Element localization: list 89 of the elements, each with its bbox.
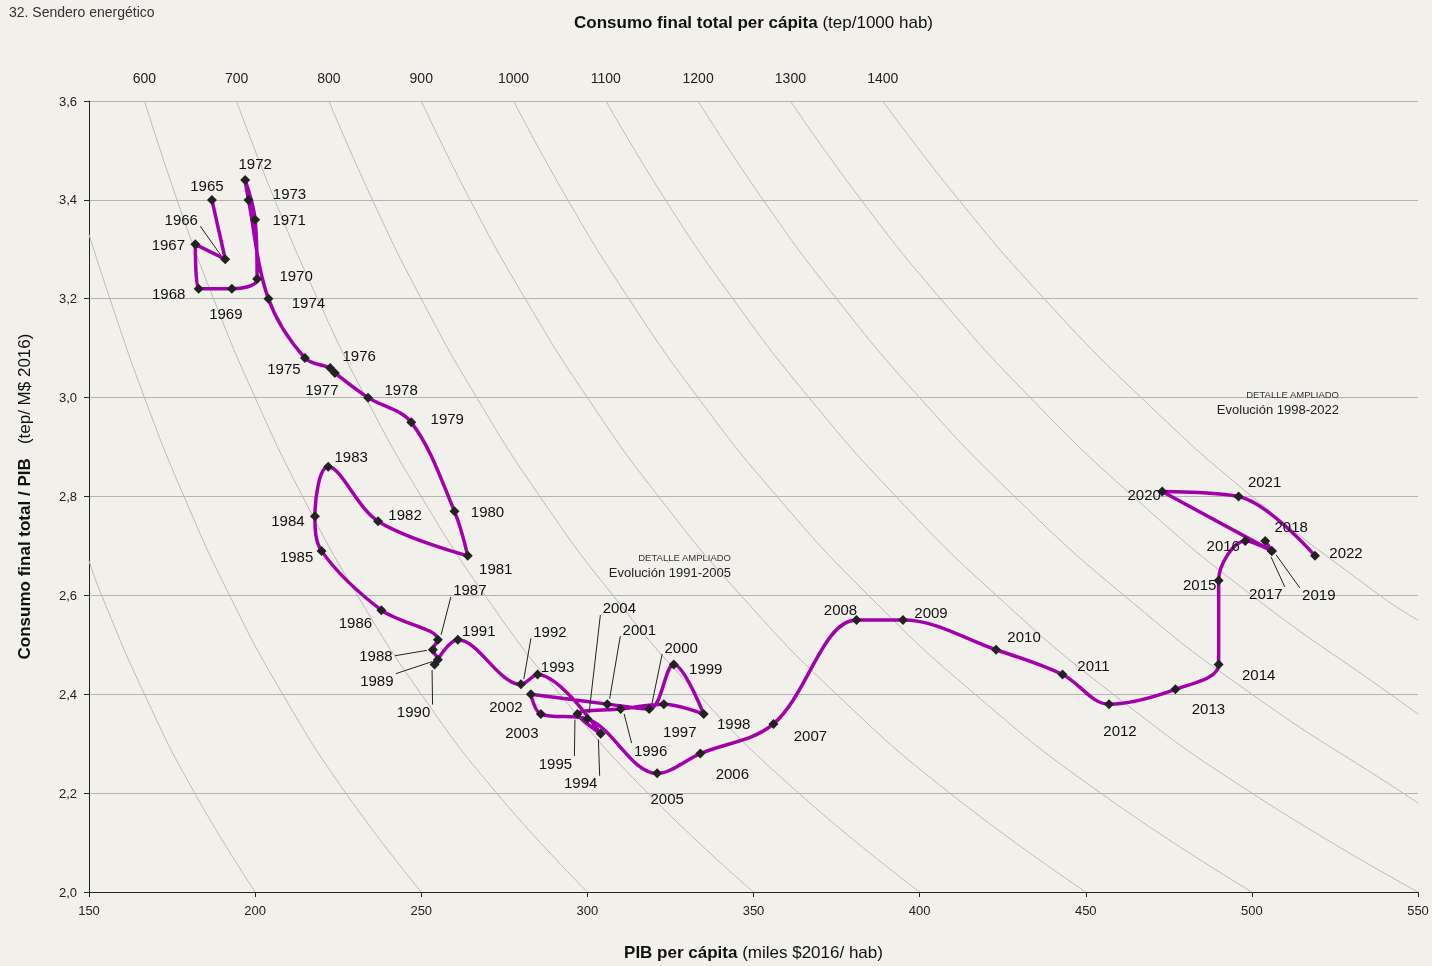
x2-tick-label: 1200 bbox=[682, 70, 714, 86]
annotation: 1980 bbox=[470, 502, 505, 520]
annotation: 1988 bbox=[359, 647, 393, 665]
x2-tick-label: 800 bbox=[317, 70, 341, 86]
y-axis-title: Consumo final total / PIB (tep/ M$ 2016) bbox=[15, 333, 34, 660]
annotation: 2006 bbox=[715, 765, 750, 783]
annotation: 1972 bbox=[238, 154, 272, 172]
annotation: 2005 bbox=[650, 789, 684, 807]
x2-tick-label: 1000 bbox=[497, 70, 530, 86]
x-tick-label: 450 bbox=[1074, 903, 1097, 918]
annotation: 1993 bbox=[540, 657, 575, 675]
y-tick-label: 3,4 bbox=[58, 192, 77, 208]
annotation: 2020 bbox=[1127, 486, 1161, 504]
y-tick-label: 2,0 bbox=[58, 884, 77, 900]
annotation: 2017 bbox=[1249, 585, 1283, 603]
y-tick-label: 3,6 bbox=[58, 93, 77, 109]
annotation: 1974 bbox=[291, 294, 326, 312]
annotation: 1986 bbox=[338, 613, 373, 631]
annotation: 2003 bbox=[505, 723, 539, 741]
annotation: 2013 bbox=[1191, 699, 1226, 717]
annotation: 1968 bbox=[151, 285, 186, 303]
annotation: 1978 bbox=[384, 381, 418, 399]
annotation: 1984 bbox=[271, 511, 305, 529]
y-tick-label: 2,6 bbox=[58, 587, 77, 603]
annotation: 2011 bbox=[1077, 656, 1110, 674]
annotation: 2012 bbox=[1103, 721, 1137, 739]
x-tick-label: 500 bbox=[1241, 903, 1263, 918]
annotation: 2009 bbox=[914, 603, 948, 621]
annotation: 2001 bbox=[622, 620, 656, 638]
annotation: 1995 bbox=[538, 754, 573, 772]
x2-tick-label: 1100 bbox=[590, 70, 622, 86]
annotation: 1973 bbox=[272, 185, 307, 203]
annotation: 2014 bbox=[1241, 666, 1276, 684]
annotation: 1971 bbox=[272, 211, 306, 229]
annotation: DETALLE AMPLIADO Evolución 1998-2022 bbox=[1216, 388, 1339, 417]
x-tick-label: 250 bbox=[410, 903, 433, 918]
chart-title: 32. Sendero energético bbox=[9, 4, 155, 20]
annotation: 1990 bbox=[396, 703, 431, 721]
annotation: 2008 bbox=[823, 600, 858, 618]
x-tick-label: 150 bbox=[78, 903, 100, 918]
annotation: 1965 bbox=[190, 177, 224, 195]
annotation: 2015 bbox=[1182, 576, 1217, 594]
x-tick-label: 300 bbox=[576, 903, 599, 918]
x-tick-label: 350 bbox=[742, 903, 765, 918]
annotation: 2022 bbox=[1329, 544, 1363, 562]
x-axis-title: PIB per cápita (miles $2016/ hab) bbox=[624, 943, 883, 962]
y-tick-label: 2,2 bbox=[58, 785, 77, 801]
x2-tick-label: 1300 bbox=[774, 70, 807, 86]
annotation: 1976 bbox=[342, 347, 376, 365]
annotation: 1987 bbox=[453, 581, 487, 599]
x2-tick-label: 700 bbox=[224, 70, 249, 86]
x2-tick-label: 600 bbox=[132, 70, 157, 86]
x2-axis-title: Consumo final total per cápita (tep/1000 hab) bbox=[574, 13, 933, 32]
annotation: 1979 bbox=[430, 409, 464, 427]
annotation: 1967 bbox=[151, 235, 186, 253]
annotation: 1989 bbox=[360, 672, 394, 690]
y-tick-label: 2,4 bbox=[58, 686, 77, 702]
annotation: 1969 bbox=[209, 305, 243, 323]
y-tick-label: 2,8 bbox=[58, 489, 77, 504]
annotation: 2007 bbox=[793, 727, 828, 745]
annotation: 1991 bbox=[462, 622, 496, 640]
annotation: 1998 bbox=[716, 714, 751, 732]
annotation: 1999 bbox=[689, 660, 723, 678]
y-tick-label: 3,0 bbox=[58, 390, 77, 406]
x2-tick-label: 900 bbox=[409, 70, 434, 86]
annotation: 2021 bbox=[1247, 473, 1282, 490]
annotation: 1992 bbox=[533, 622, 567, 640]
annotation: 1996 bbox=[633, 741, 668, 759]
annotation: 1997 bbox=[663, 722, 697, 740]
y-tick-label: 3,2 bbox=[58, 291, 77, 307]
x-tick-label: 200 bbox=[244, 903, 266, 918]
annotation: 1977 bbox=[305, 381, 339, 399]
annotation: 2010 bbox=[1007, 628, 1041, 646]
x-tick-label: 400 bbox=[908, 903, 931, 918]
annotation: DETALLE AMPLIADO Evolución 1991-2005 bbox=[608, 551, 731, 580]
annotation: 1983 bbox=[334, 448, 368, 466]
annotation: 2002 bbox=[489, 697, 523, 715]
annotation: 2000 bbox=[664, 638, 698, 656]
x-tick-label: 550 bbox=[1407, 903, 1429, 918]
annotation: 1982 bbox=[388, 505, 422, 523]
x2-tick-label: 1400 bbox=[867, 70, 899, 86]
annotation: 1985 bbox=[279, 548, 314, 566]
annotation: 1975 bbox=[267, 359, 301, 377]
annotation: 1970 bbox=[279, 267, 313, 285]
annotation: 2004 bbox=[602, 599, 637, 617]
annotation: 1966 bbox=[164, 210, 198, 228]
annotation: 1994 bbox=[563, 774, 598, 792]
annotation: 2019 bbox=[1302, 586, 1336, 604]
annotation: 1981 bbox=[479, 560, 513, 578]
